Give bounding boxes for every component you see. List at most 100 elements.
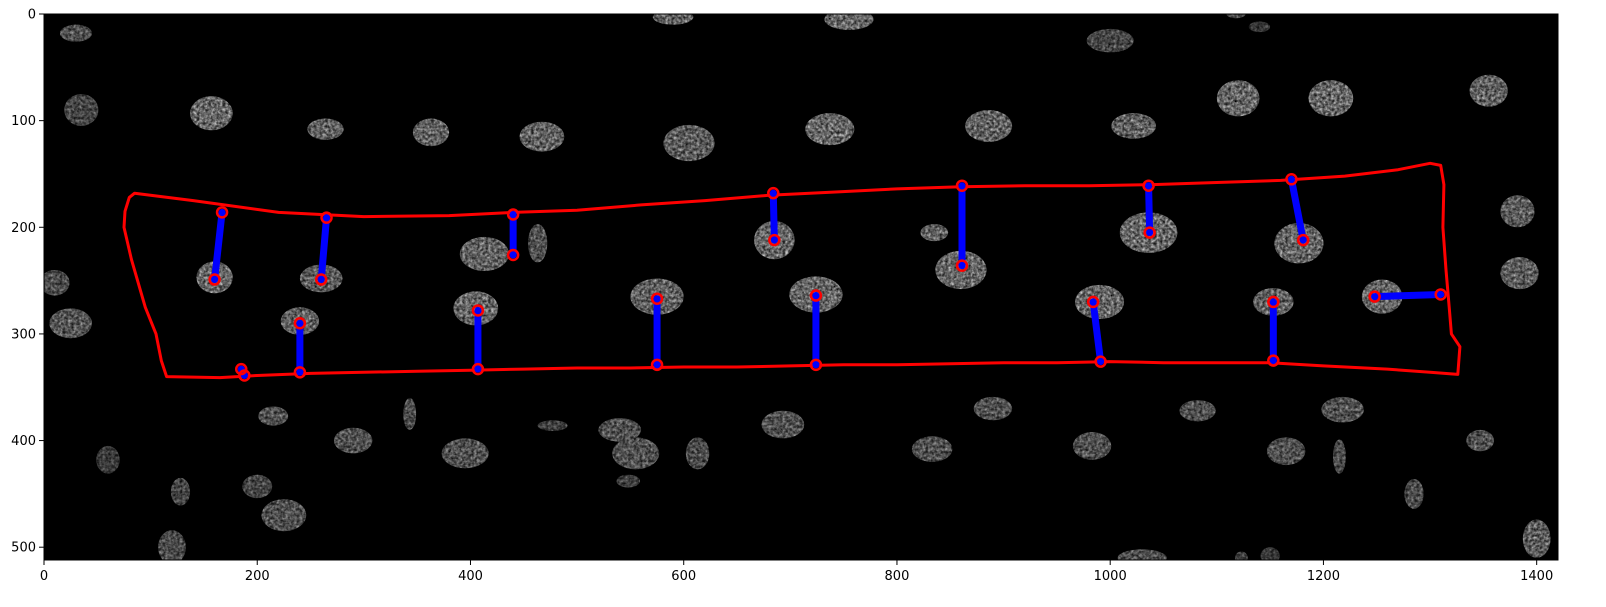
nucleus-16 [824,14,874,30]
nucleus-58 [261,499,307,532]
nucleus-18 [1522,519,1551,558]
connector-endpoint-6-0 [1285,173,1298,186]
x-tick-label: 400 [458,569,483,584]
connector-line-1 [317,214,331,284]
connector-line-3 [769,189,778,244]
y-tick-label: 300 [11,327,36,342]
nucleus-5 [519,121,565,152]
nucleus-48 [973,396,1013,421]
nucleus-1 [64,93,99,126]
nucleus-44 [612,437,660,470]
nucleus-65 [1248,21,1271,33]
connector-endpoint-12-1 [1267,354,1280,367]
nucleus-52 [1333,439,1346,474]
nucleus-23 [459,236,509,272]
connector-line-11 [1089,298,1105,366]
axes-frame [43,13,1559,561]
y-tick-label: 400 [11,434,36,449]
nucleus-51 [1266,437,1306,466]
connector-endpoint-14-0 [234,362,248,376]
nucleus-40 [441,438,489,469]
nucleus-60 [96,445,120,474]
nucleus-11 [1308,80,1354,117]
connector-endpoint-8-0 [471,304,485,317]
connector-endpoint-0-0 [215,206,229,219]
nucleus-17 [652,14,694,25]
nucleus-9 [1111,113,1157,139]
nucleus-7 [805,113,855,146]
connector-endpoint-5-1 [1143,226,1156,239]
y-tick-label: 500 [11,541,36,556]
nucleus-47 [911,436,953,462]
connector-endpoint-7-1 [293,366,307,379]
nucleus-4 [412,118,450,147]
connector-endpoint-12-0 [1267,295,1280,309]
nucleus-53 [1321,396,1364,423]
connector-endpoint-1-0 [320,211,333,224]
nucleus-14 [1500,257,1539,290]
x-tick-label: 1000 [1094,569,1127,584]
nucleus-8 [965,109,1013,142]
y-tick-label: 100 [11,114,36,129]
connector-endpoint-2-0 [506,208,520,221]
nucleus-38 [334,427,373,454]
y-axis: 0 100 200 300 400 500 [11,8,44,556]
nucleus-13 [1500,195,1535,228]
nucleus-24 [528,224,548,263]
connector-endpoint-1-1 [314,273,328,286]
connector-endpoint-5-0 [1142,179,1155,192]
connector-endpoint-13-1 [1434,288,1447,301]
connector-endpoint-11-1 [1094,355,1107,368]
x-tick-label: 1400 [1520,569,1553,584]
connector-endpoint-4-1 [955,259,969,272]
x-tick-label: 200 [245,569,270,584]
nucleus-15 [1086,28,1134,53]
nucleus-59 [158,530,186,560]
nucleus-41 [537,420,568,431]
nucleus-26 [920,224,949,242]
region-outline [122,161,1462,380]
connector-endpoint-4-0 [955,179,969,192]
x-tick-label: 600 [671,569,696,584]
connector-endpoint-2-1 [506,248,520,262]
nucleus-0 [59,24,92,42]
nucleus-42 [616,474,641,488]
connector-line-13 [1371,290,1445,301]
nucleus-50 [1179,400,1216,422]
nucleus-62 [1234,551,1248,560]
connector-endpoint-11-0 [1086,295,1100,309]
connector-endpoint-0-1 [208,273,221,286]
region-outline-layer [122,161,1462,380]
nucleus-45 [685,437,710,470]
connector-endpoint-3-0 [767,186,780,200]
nucleus-19 [44,269,70,296]
nucleus-61 [1117,549,1167,560]
nucleus-6 [663,124,715,162]
nucleus-35 [1075,284,1125,319]
nucleus-2 [190,96,233,131]
connector-endpoint-8-1 [471,362,485,376]
x-axis: 0 200 400 600 800 1000 1200 1400 [40,560,1553,584]
y-tick-label: 0 [28,8,36,23]
nucleus-39 [403,397,417,430]
nucleus-46 [761,410,805,439]
connector-endpoint-6-1 [1296,233,1310,247]
nucleus-63 [1260,547,1280,560]
connector-line-0 [211,208,226,284]
x-tick-label: 0 [40,569,48,584]
connector-endpoint-7-0 [293,317,307,330]
nucleus-20 [49,308,92,339]
nucleus-54 [1404,478,1424,509]
nucleus-37 [258,406,289,426]
nucleus-56 [170,477,191,506]
y-tick-label: 200 [11,221,36,236]
connector-endpoint-14-1 [238,369,251,382]
nucleus-43 [598,418,642,442]
nucleus-64 [1226,14,1246,19]
connector-endpoint-13-0 [1368,290,1381,303]
nuclei-layer [44,14,1551,560]
connector-endpoint-10-0 [809,289,823,302]
nucleus-55 [1466,429,1495,452]
connector-line-6 [1287,175,1307,244]
